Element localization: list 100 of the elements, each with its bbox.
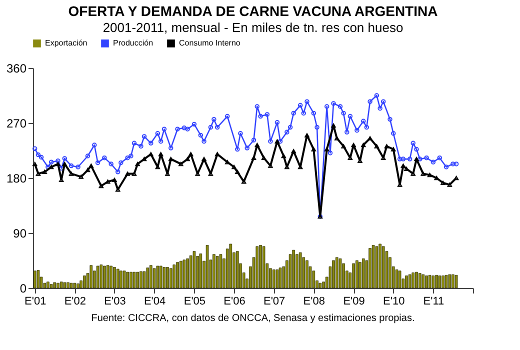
bar xyxy=(66,282,70,288)
bar xyxy=(262,246,266,288)
bar xyxy=(438,276,442,288)
x-tick-label: E'08 xyxy=(303,296,325,308)
bar xyxy=(212,254,216,288)
y-tick-label: 360 xyxy=(6,62,27,76)
bar xyxy=(206,245,209,288)
bar xyxy=(83,276,86,288)
bar xyxy=(189,255,192,288)
chart-title: OFERTA Y DEMANDA DE CARNE VACUNA ARGENTINA xyxy=(68,3,438,19)
x-tick-label: E'04 xyxy=(144,296,166,308)
bar xyxy=(395,269,398,288)
bar xyxy=(186,258,189,288)
bar xyxy=(412,272,415,288)
bar xyxy=(216,256,219,288)
bar xyxy=(338,258,342,288)
x-tick-label: E'09 xyxy=(343,296,365,308)
bar xyxy=(50,284,53,288)
bar xyxy=(130,272,132,288)
x-tick-label: E'05 xyxy=(184,296,206,308)
bar xyxy=(166,267,169,288)
bar xyxy=(236,251,239,288)
bar xyxy=(292,250,295,288)
bar xyxy=(146,268,150,288)
bar xyxy=(278,268,282,288)
bar xyxy=(110,266,112,288)
bar xyxy=(448,274,452,288)
bar xyxy=(106,265,110,288)
bar xyxy=(425,276,428,288)
bar xyxy=(136,272,139,288)
bar xyxy=(46,282,50,288)
bar xyxy=(180,260,182,288)
bar xyxy=(36,270,40,288)
bar xyxy=(418,273,422,288)
x-tick-label: E'06 xyxy=(224,296,246,308)
y-tick-label: 90 xyxy=(13,226,27,240)
bar xyxy=(229,244,232,288)
bar xyxy=(298,252,302,288)
bar xyxy=(192,251,196,288)
bar xyxy=(408,274,412,288)
x-tick-label: E'11 xyxy=(423,296,444,308)
bar xyxy=(382,246,385,288)
bar xyxy=(76,284,80,288)
bar xyxy=(332,260,335,288)
bar xyxy=(126,272,129,288)
bar xyxy=(33,270,36,288)
bar xyxy=(306,260,308,288)
bar xyxy=(60,282,63,288)
x-tick-label: E'01 xyxy=(24,296,46,308)
bar xyxy=(398,270,402,288)
bar xyxy=(159,266,162,288)
y-tick-label: 0 xyxy=(20,282,27,296)
bar xyxy=(318,282,322,288)
bar xyxy=(432,276,435,288)
y-tick-label: 180 xyxy=(6,172,27,186)
bar xyxy=(156,266,160,288)
x-tick-label: E'03 xyxy=(104,296,126,308)
bar xyxy=(96,266,100,288)
bar xyxy=(444,274,448,288)
y-tick-label: 270 xyxy=(6,116,27,130)
bar xyxy=(368,248,372,288)
source-note: Fuente: CICCRA, con datos de ONCCA, Senasa y estimaciones propias. xyxy=(91,313,415,324)
bar xyxy=(162,267,166,288)
bar xyxy=(120,270,122,288)
legend-label: Exportación xyxy=(45,38,88,48)
bar xyxy=(73,282,76,288)
bar xyxy=(335,257,338,288)
bar xyxy=(113,267,116,288)
bar xyxy=(53,282,56,288)
bar xyxy=(122,270,126,288)
bar xyxy=(140,271,142,288)
bar xyxy=(182,260,186,288)
bar xyxy=(63,282,66,288)
bar xyxy=(454,274,458,288)
legend-label: Consumo Interno xyxy=(179,38,241,48)
bar xyxy=(256,246,259,288)
bar xyxy=(142,271,146,288)
bar xyxy=(442,276,444,288)
bar xyxy=(116,268,120,288)
bar xyxy=(415,272,418,288)
bar xyxy=(452,274,454,288)
bar xyxy=(70,282,73,288)
chart-subtitle: 2001-2011, mensual - En miles de tn. res con hueso xyxy=(102,20,404,35)
bar xyxy=(428,274,432,288)
bar xyxy=(362,258,365,288)
bar xyxy=(296,254,298,288)
legend-label: Producción xyxy=(113,38,154,48)
bar xyxy=(435,274,438,288)
bar xyxy=(172,264,176,288)
x-tick-label: E'10 xyxy=(383,296,405,308)
bar xyxy=(405,276,408,288)
bar xyxy=(358,262,362,288)
bar xyxy=(100,264,103,288)
bar xyxy=(288,254,292,288)
bar xyxy=(372,245,375,288)
bar xyxy=(259,245,262,288)
bar xyxy=(103,266,106,288)
bar xyxy=(152,268,156,288)
bar xyxy=(378,244,382,288)
bar xyxy=(169,268,172,288)
